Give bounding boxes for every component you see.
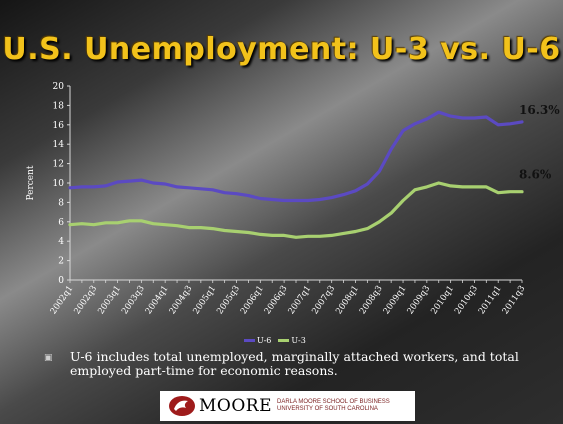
logo-subtitle-line2: UNIVERSITY OF SOUTH CAROLINA [277,406,378,412]
x-axis-labels: 2002q12002q32003q12003q32004q12004q32005… [49,284,528,316]
x-tick-label: 2006q1 [239,284,266,316]
x-tick-label: 2005q3 [215,284,242,316]
x-tick-label: 2009q3 [405,284,432,316]
gamecock-logo-icon [169,396,195,416]
logo-subtitle-line1: DARLA MOORE SCHOOL OF BUSINESS [277,399,390,405]
y-tick-label: 16 [53,121,65,131]
end-label-u-6: 16.3% [519,103,560,117]
bullet-icon: ▣ [44,353,53,363]
x-tick-label: 2004q1 [144,284,171,316]
legend-item-u-6: U-6 [244,336,271,345]
x-tick-label: 2008q3 [358,284,385,316]
series-line-u-3 [68,181,524,239]
x-tick-label: 2008q1 [334,284,361,316]
y-tick-label: 0 [58,276,64,286]
series-line-u-6 [68,110,524,203]
end-label-u-3: 8.6% [519,168,552,182]
x-tick-label: 2006q3 [263,284,290,316]
legend-label: U-6 [257,336,272,345]
legend-swatch [278,339,290,342]
x-tick-label: 2011q1 [477,284,504,316]
x-tick-label: 2007q1 [287,284,314,316]
chart-axes: 0 2 4 6 8 10 12 14 16 18 20 Percent [26,82,523,286]
y-axis-label: Percent [26,165,36,200]
legend-label: U-3 [291,336,306,345]
x-tick-label: 2010q1 [429,284,456,316]
footnote-text: U-6 includes total unemployed, marginall… [70,349,519,378]
x-tick-label: 2009q1 [382,284,409,316]
y-tick-label: 4 [58,237,64,247]
y-tick-label: 2 [58,257,64,267]
legend-item-u-3: U-3 [278,336,306,345]
x-tick-label: 2007q3 [310,284,337,316]
x-tick-label: 2003q1 [96,284,123,316]
x-tick-label: 2011q3 [501,284,528,316]
y-tick-label: 14 [53,140,65,150]
end-labels: 16.3% 8.6% [519,103,560,182]
footnote-bullet: ▣ U-6 includes total unemployed, margina… [44,350,544,378]
logo-wordmark: MOORE [199,396,272,416]
logo-subtitle: DARLA MOORE SCHOOL OF BUSINESS UNIVERSIT… [277,399,390,413]
x-tick-label: 2004q3 [168,284,195,316]
y-tick-label: 6 [58,218,64,228]
slide-title: U.S. Unemployment: U-3 vs. U-6 [2,32,561,67]
moore-school-logo: MOORE DARLA MOORE SCHOOL OF BUSINESS UNI… [160,391,415,421]
y-tick-label: 20 [53,82,65,92]
x-tick-label: 2002q3 [72,284,99,316]
x-tick-label: 2003q3 [120,284,147,316]
y-tick-label: 18 [53,101,65,111]
x-tick-label: 2010q3 [453,284,480,316]
y-tick-label: 10 [53,179,65,189]
legend-swatch [244,339,255,342]
y-tick-label: 12 [53,160,64,170]
chart-lines [68,110,524,239]
chart-legend: U-6 U-3 [244,335,313,345]
x-tick-label: 2005q1 [191,284,218,316]
x-tick-label: 2002q1 [49,284,76,316]
y-tick-label: 8 [58,198,64,208]
